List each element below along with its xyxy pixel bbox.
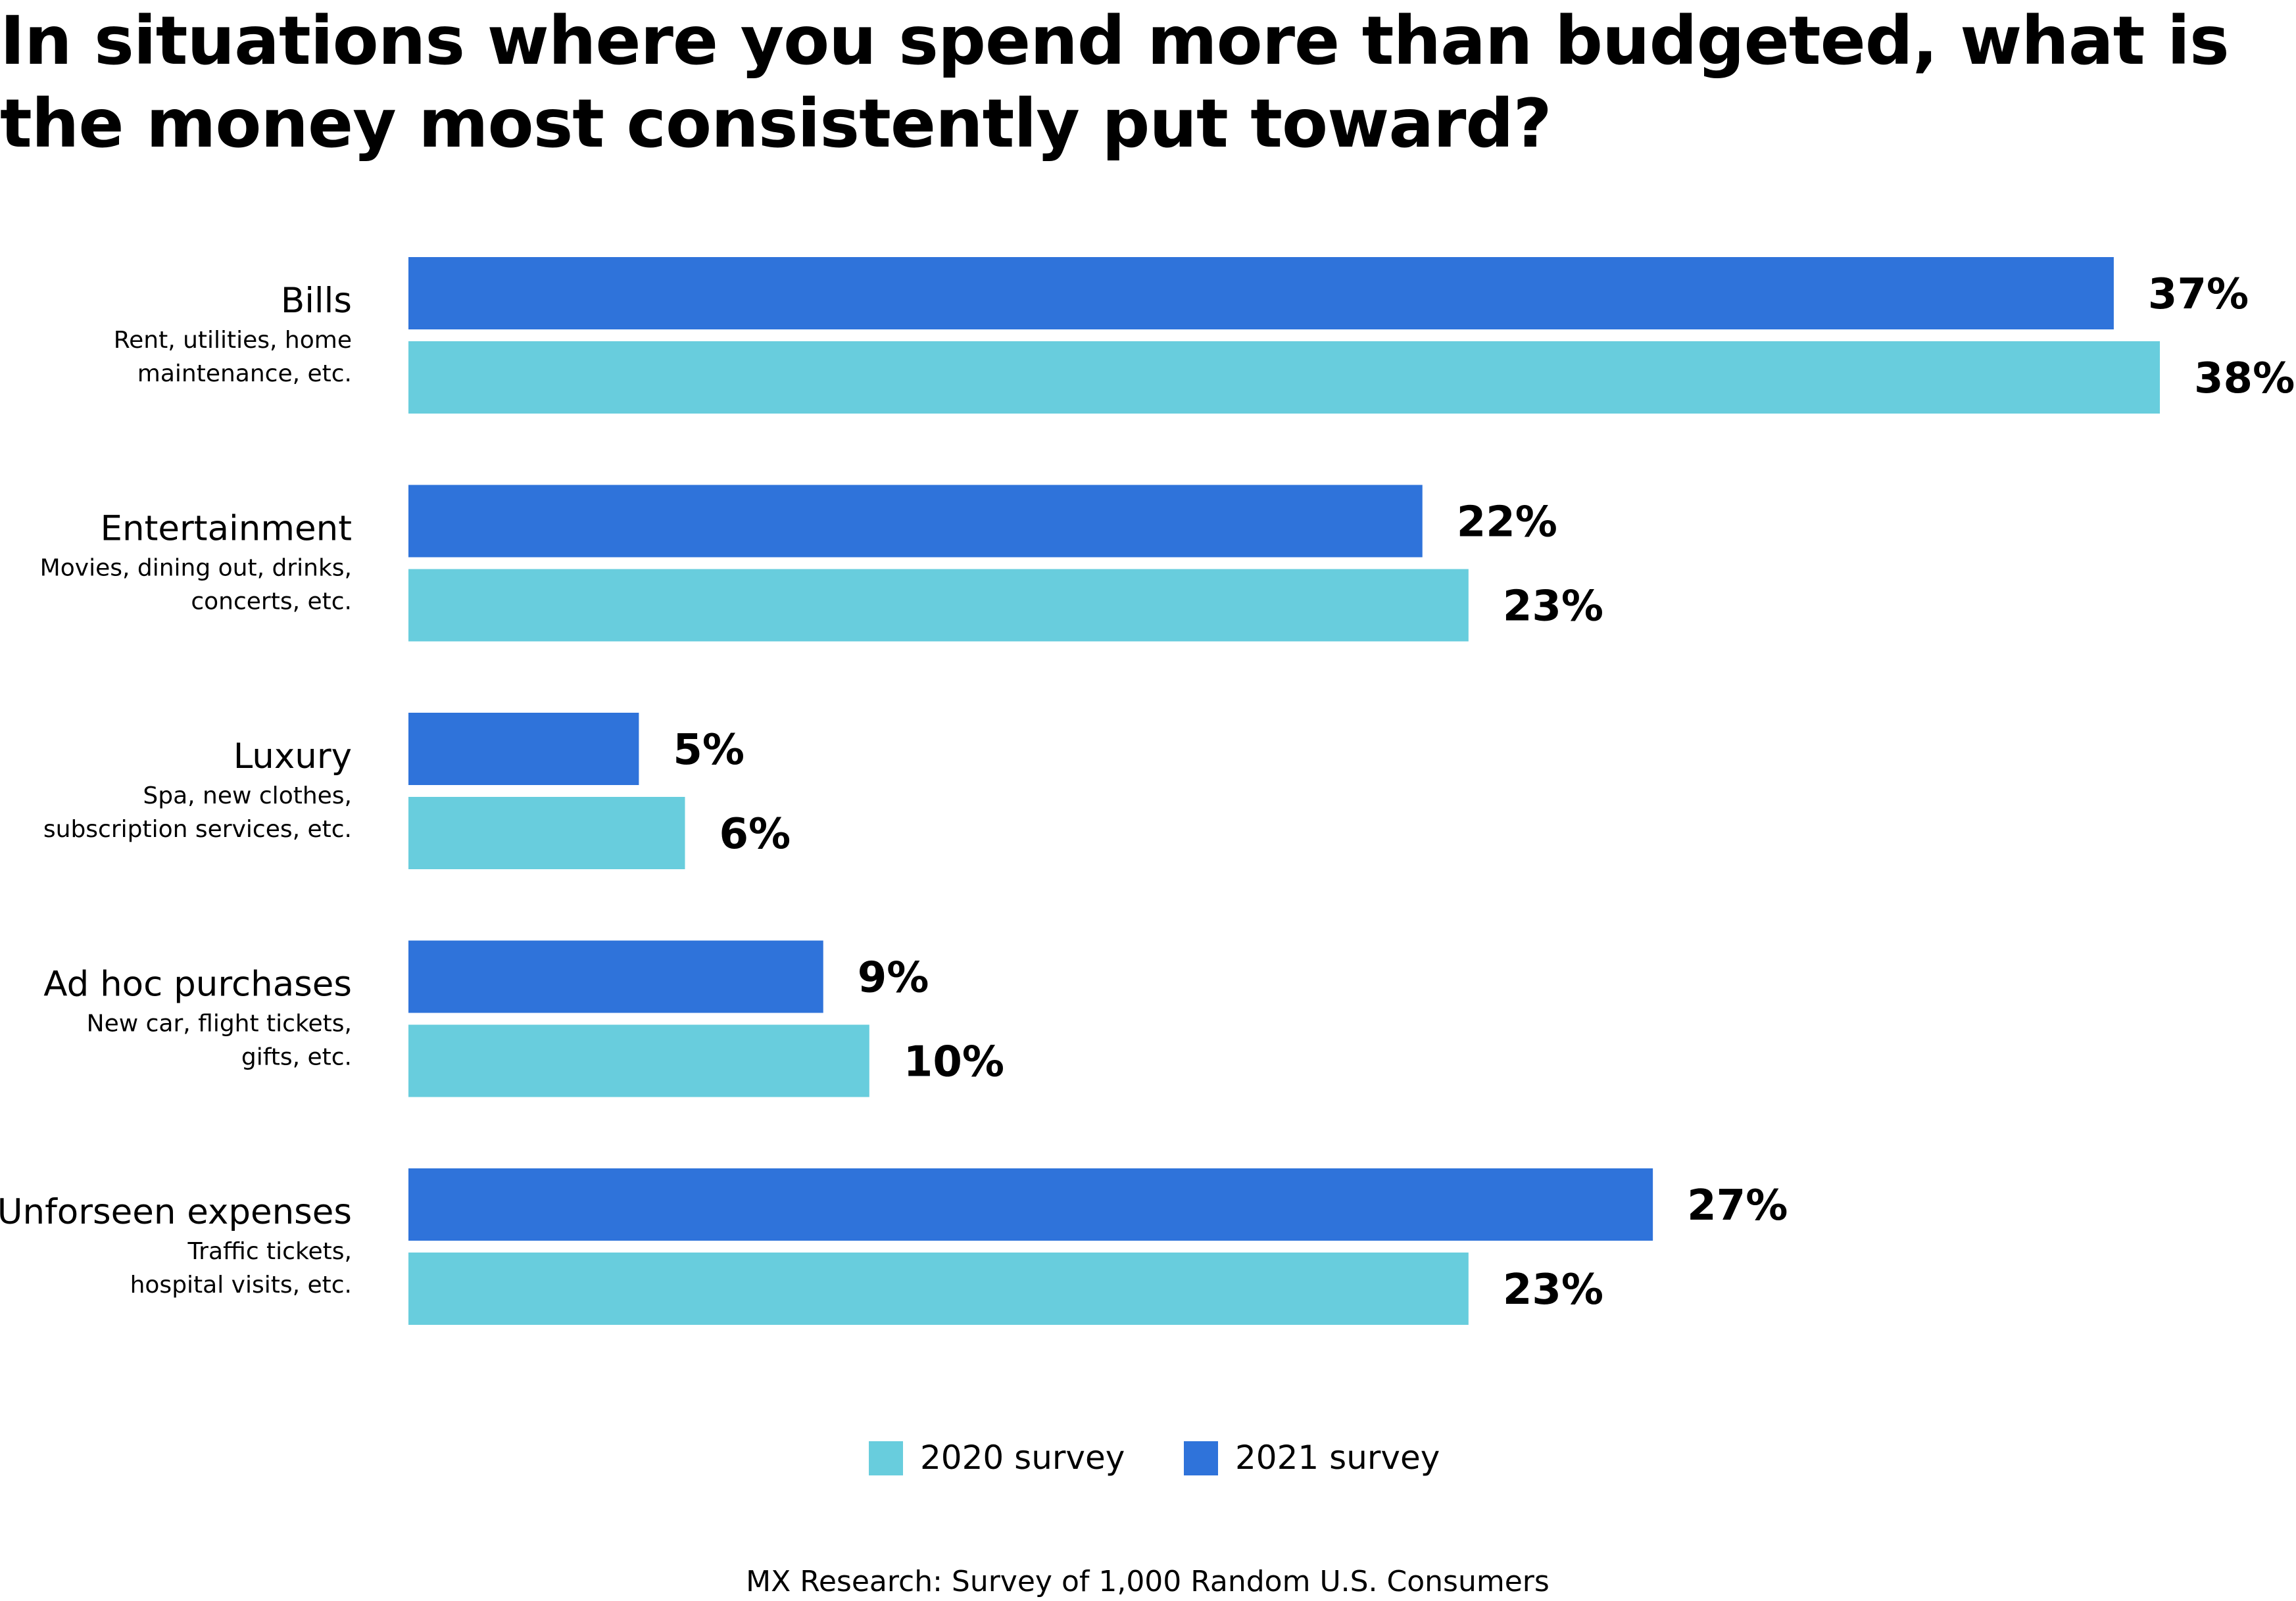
bar	[408, 341, 2160, 414]
source-note: MX Research: Survey of 1,000 Random U.S.…	[746, 1565, 1550, 1598]
category-description: hospital visits, etc.	[130, 1272, 352, 1299]
bar	[408, 257, 2114, 329]
category-label: Bills	[281, 281, 352, 321]
category-description: Rent, utilities, home	[114, 327, 352, 354]
bar	[408, 569, 1469, 642]
bar	[408, 485, 1423, 558]
bar	[408, 713, 639, 785]
bar	[408, 940, 823, 1013]
data-label: 23%	[1503, 583, 1603, 631]
category-label: Unforseen expenses	[0, 1192, 352, 1232]
category-description: Traffic tickets,	[187, 1238, 352, 1265]
legend-swatch	[1184, 1441, 1218, 1475]
data-label: 23%	[1503, 1266, 1603, 1314]
category-description: subscription services, etc.	[43, 816, 352, 843]
data-label: 37%	[2148, 270, 2249, 319]
data-label: 27%	[1687, 1182, 1788, 1230]
chart-title: In situations where you spend more than …	[0, 2, 2230, 163]
data-label: 38%	[2194, 354, 2295, 403]
category-description: New car, flight tickets,	[87, 1011, 352, 1038]
legend-label: 2020 survey	[920, 1439, 1125, 1477]
data-label: 22%	[1457, 498, 1557, 547]
bar	[408, 797, 685, 869]
bar	[408, 1253, 1469, 1325]
data-label: 5%	[673, 726, 745, 775]
category-label: Luxury	[233, 736, 352, 777]
category-description: concerts, etc.	[191, 588, 352, 615]
category-label: Entertainment	[101, 509, 352, 549]
category-description: Movies, dining out, drinks,	[40, 555, 352, 582]
category-label: Ad hoc purchases	[43, 965, 352, 1005]
bar	[408, 1168, 1653, 1241]
data-label: 10%	[904, 1038, 1004, 1087]
data-label: 9%	[858, 954, 929, 1003]
legend-swatch	[869, 1441, 903, 1475]
bar	[408, 1024, 869, 1097]
data-label: 6%	[719, 810, 791, 859]
legend-label: 2021 survey	[1235, 1439, 1440, 1477]
category-description: gifts, etc.	[241, 1044, 352, 1071]
category-description: maintenance, etc.	[137, 360, 352, 387]
category-description: Spa, new clothes,	[143, 782, 352, 809]
